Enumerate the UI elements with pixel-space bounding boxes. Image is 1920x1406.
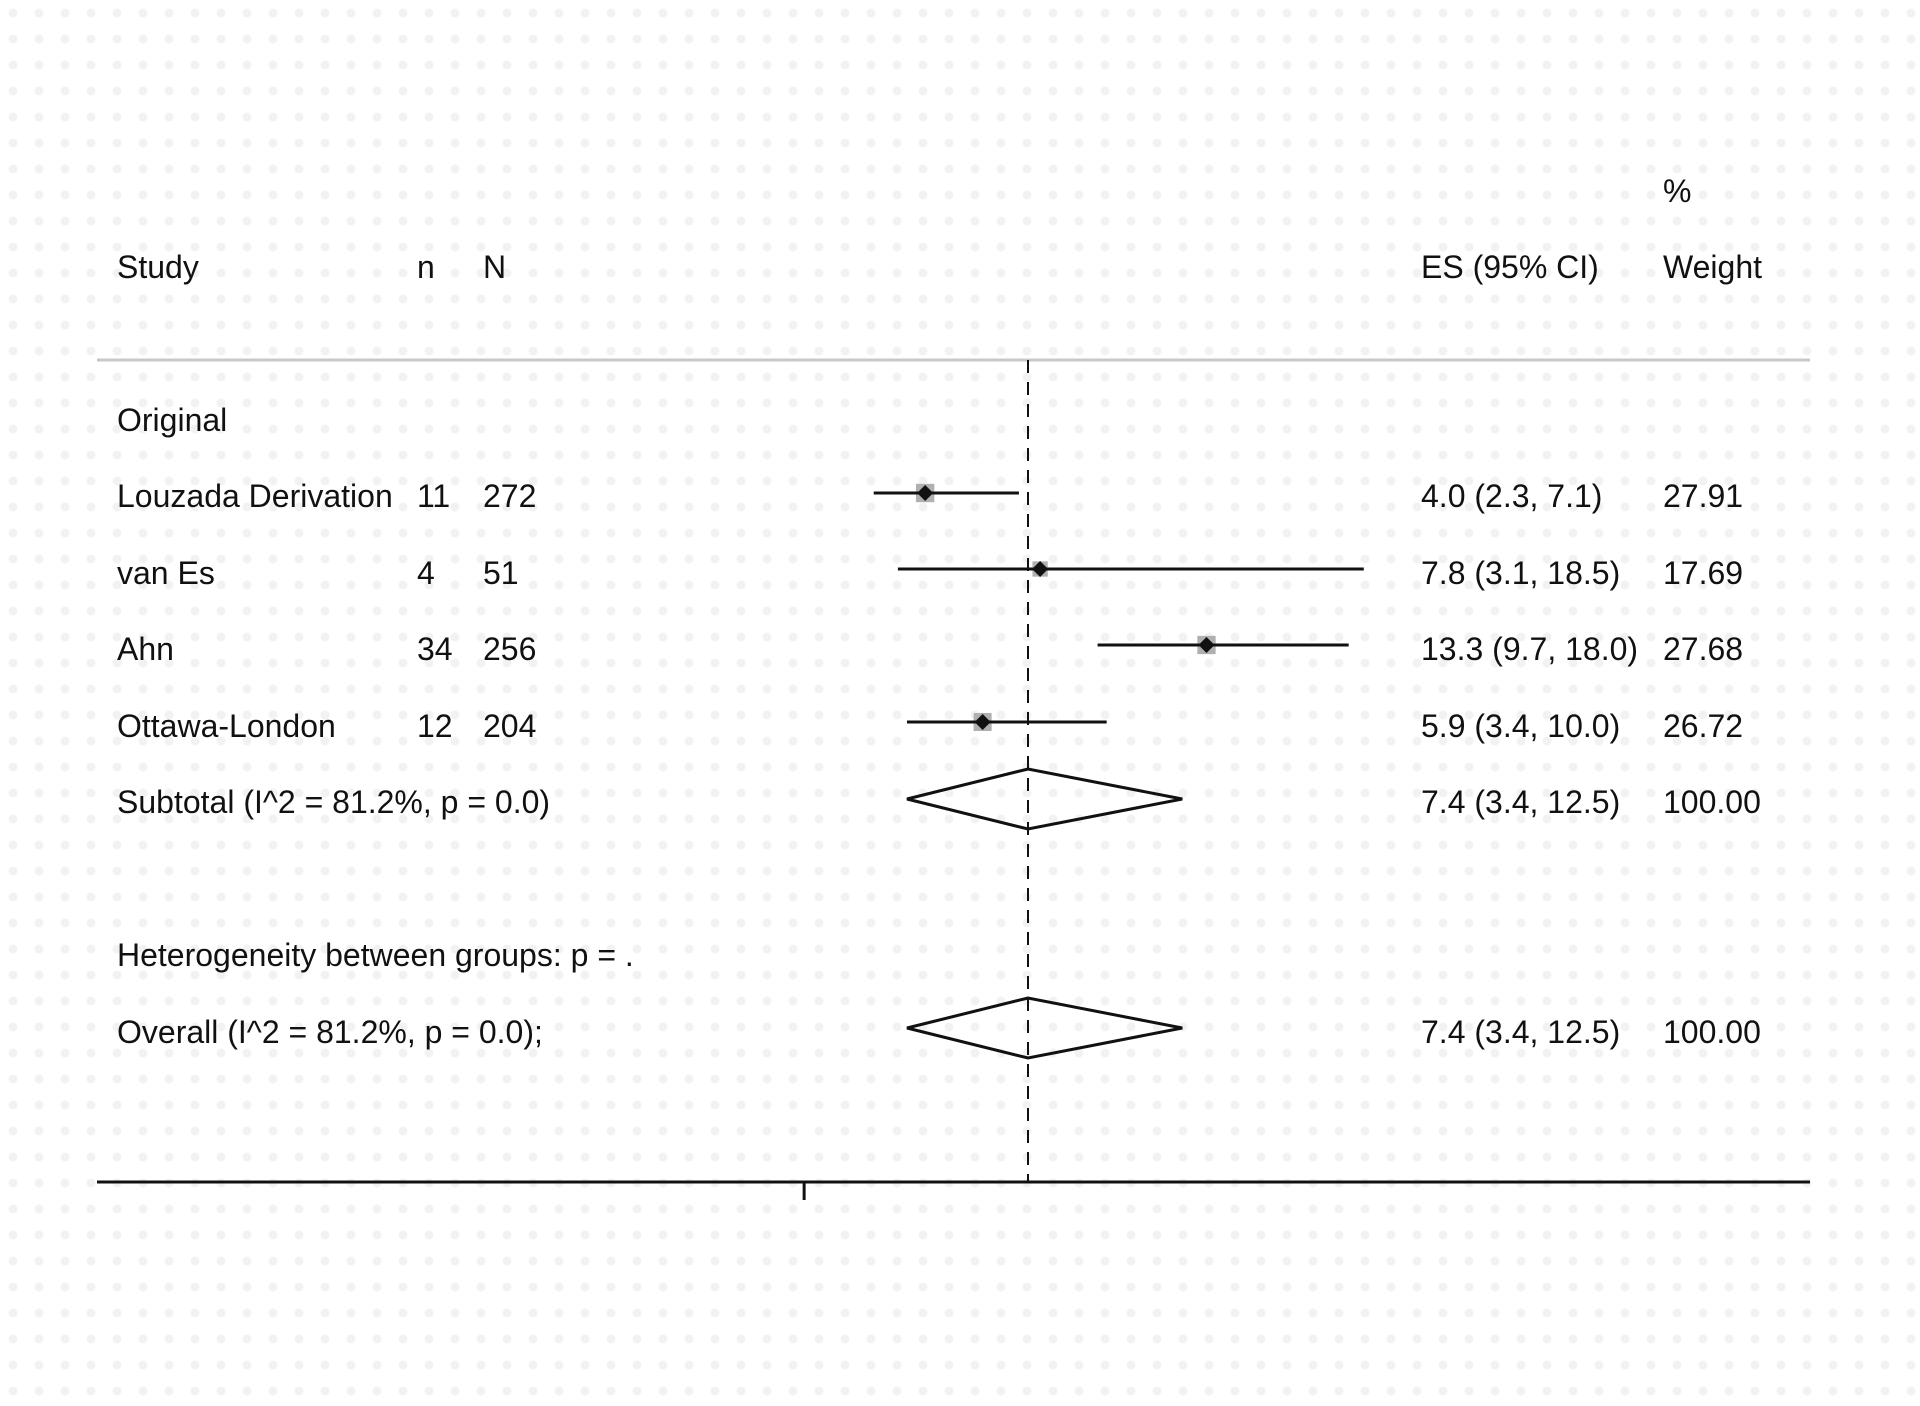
study-n: 12 [417,708,453,744]
group-label: Original [117,402,227,438]
study-es: 5.9 (3.4, 10.0) [1421,708,1620,744]
study-n: 4 [417,555,435,591]
point-estimate [1198,637,1215,653]
subtotal-weight: 100.00 [1663,784,1761,820]
header-study: Study [117,249,199,285]
study-N: 272 [483,478,536,514]
point-estimate [917,485,934,501]
study-row: Louzada Derivation 11 272 4.0 (2.3, 7.1)… [117,478,1743,514]
subtotal-diamond [906,767,1183,831]
study-es: 4.0 (2.3, 7.1) [1421,478,1602,514]
study-weight: 26.72 [1663,708,1743,744]
heterogeneity-label: Heterogeneity between groups: p = . [117,937,634,973]
study-weight: 27.68 [1663,631,1743,667]
study-weight: 27.91 [1663,478,1743,514]
study-weight: 17.69 [1663,555,1743,591]
overall-label: Overall (I^2 = 81.2%, p = 0.0); [117,1014,543,1050]
header-N: N [483,249,506,285]
point-estimate [1032,561,1049,577]
study-es: 13.3 (9.7, 18.0) [1421,631,1638,667]
header-weight: Weight [1663,249,1762,285]
study-row: Ahn 34 256 13.3 (9.7, 18.0) 27.68 [117,631,1743,667]
study-N: 256 [483,631,536,667]
overall-es: 7.4 (3.4, 12.5) [1421,1014,1620,1050]
study-es: 7.8 (3.1, 18.5) [1421,555,1620,591]
study-n: 34 [417,631,453,667]
study-N: 204 [483,708,536,744]
study-name: Ahn [117,631,174,667]
overall-diamond [906,996,1183,1060]
header-weight-percent: % [1663,173,1691,209]
study-row: Ottawa-London 12 204 5.9 (3.4, 10.0) 26.… [117,708,1743,744]
header-es: ES (95% CI) [1421,249,1599,285]
study-n: 11 [417,478,450,514]
study-name: van Es [117,555,215,591]
subtotal-label: Subtotal (I^2 = 81.2%, p = 0.0) [117,784,550,820]
subtotal-es: 7.4 (3.4, 12.5) [1421,784,1620,820]
study-name: Ottawa-London [117,708,336,744]
overall-weight: 100.00 [1663,1014,1761,1050]
study-name: Louzada Derivation [117,478,393,514]
point-estimate [974,714,991,730]
study-N: 51 [483,555,519,591]
plot-marks [873,483,1364,1060]
study-row: van Es 4 51 7.8 (3.1, 18.5) 17.69 [117,555,1743,591]
header-n: n [417,249,435,285]
